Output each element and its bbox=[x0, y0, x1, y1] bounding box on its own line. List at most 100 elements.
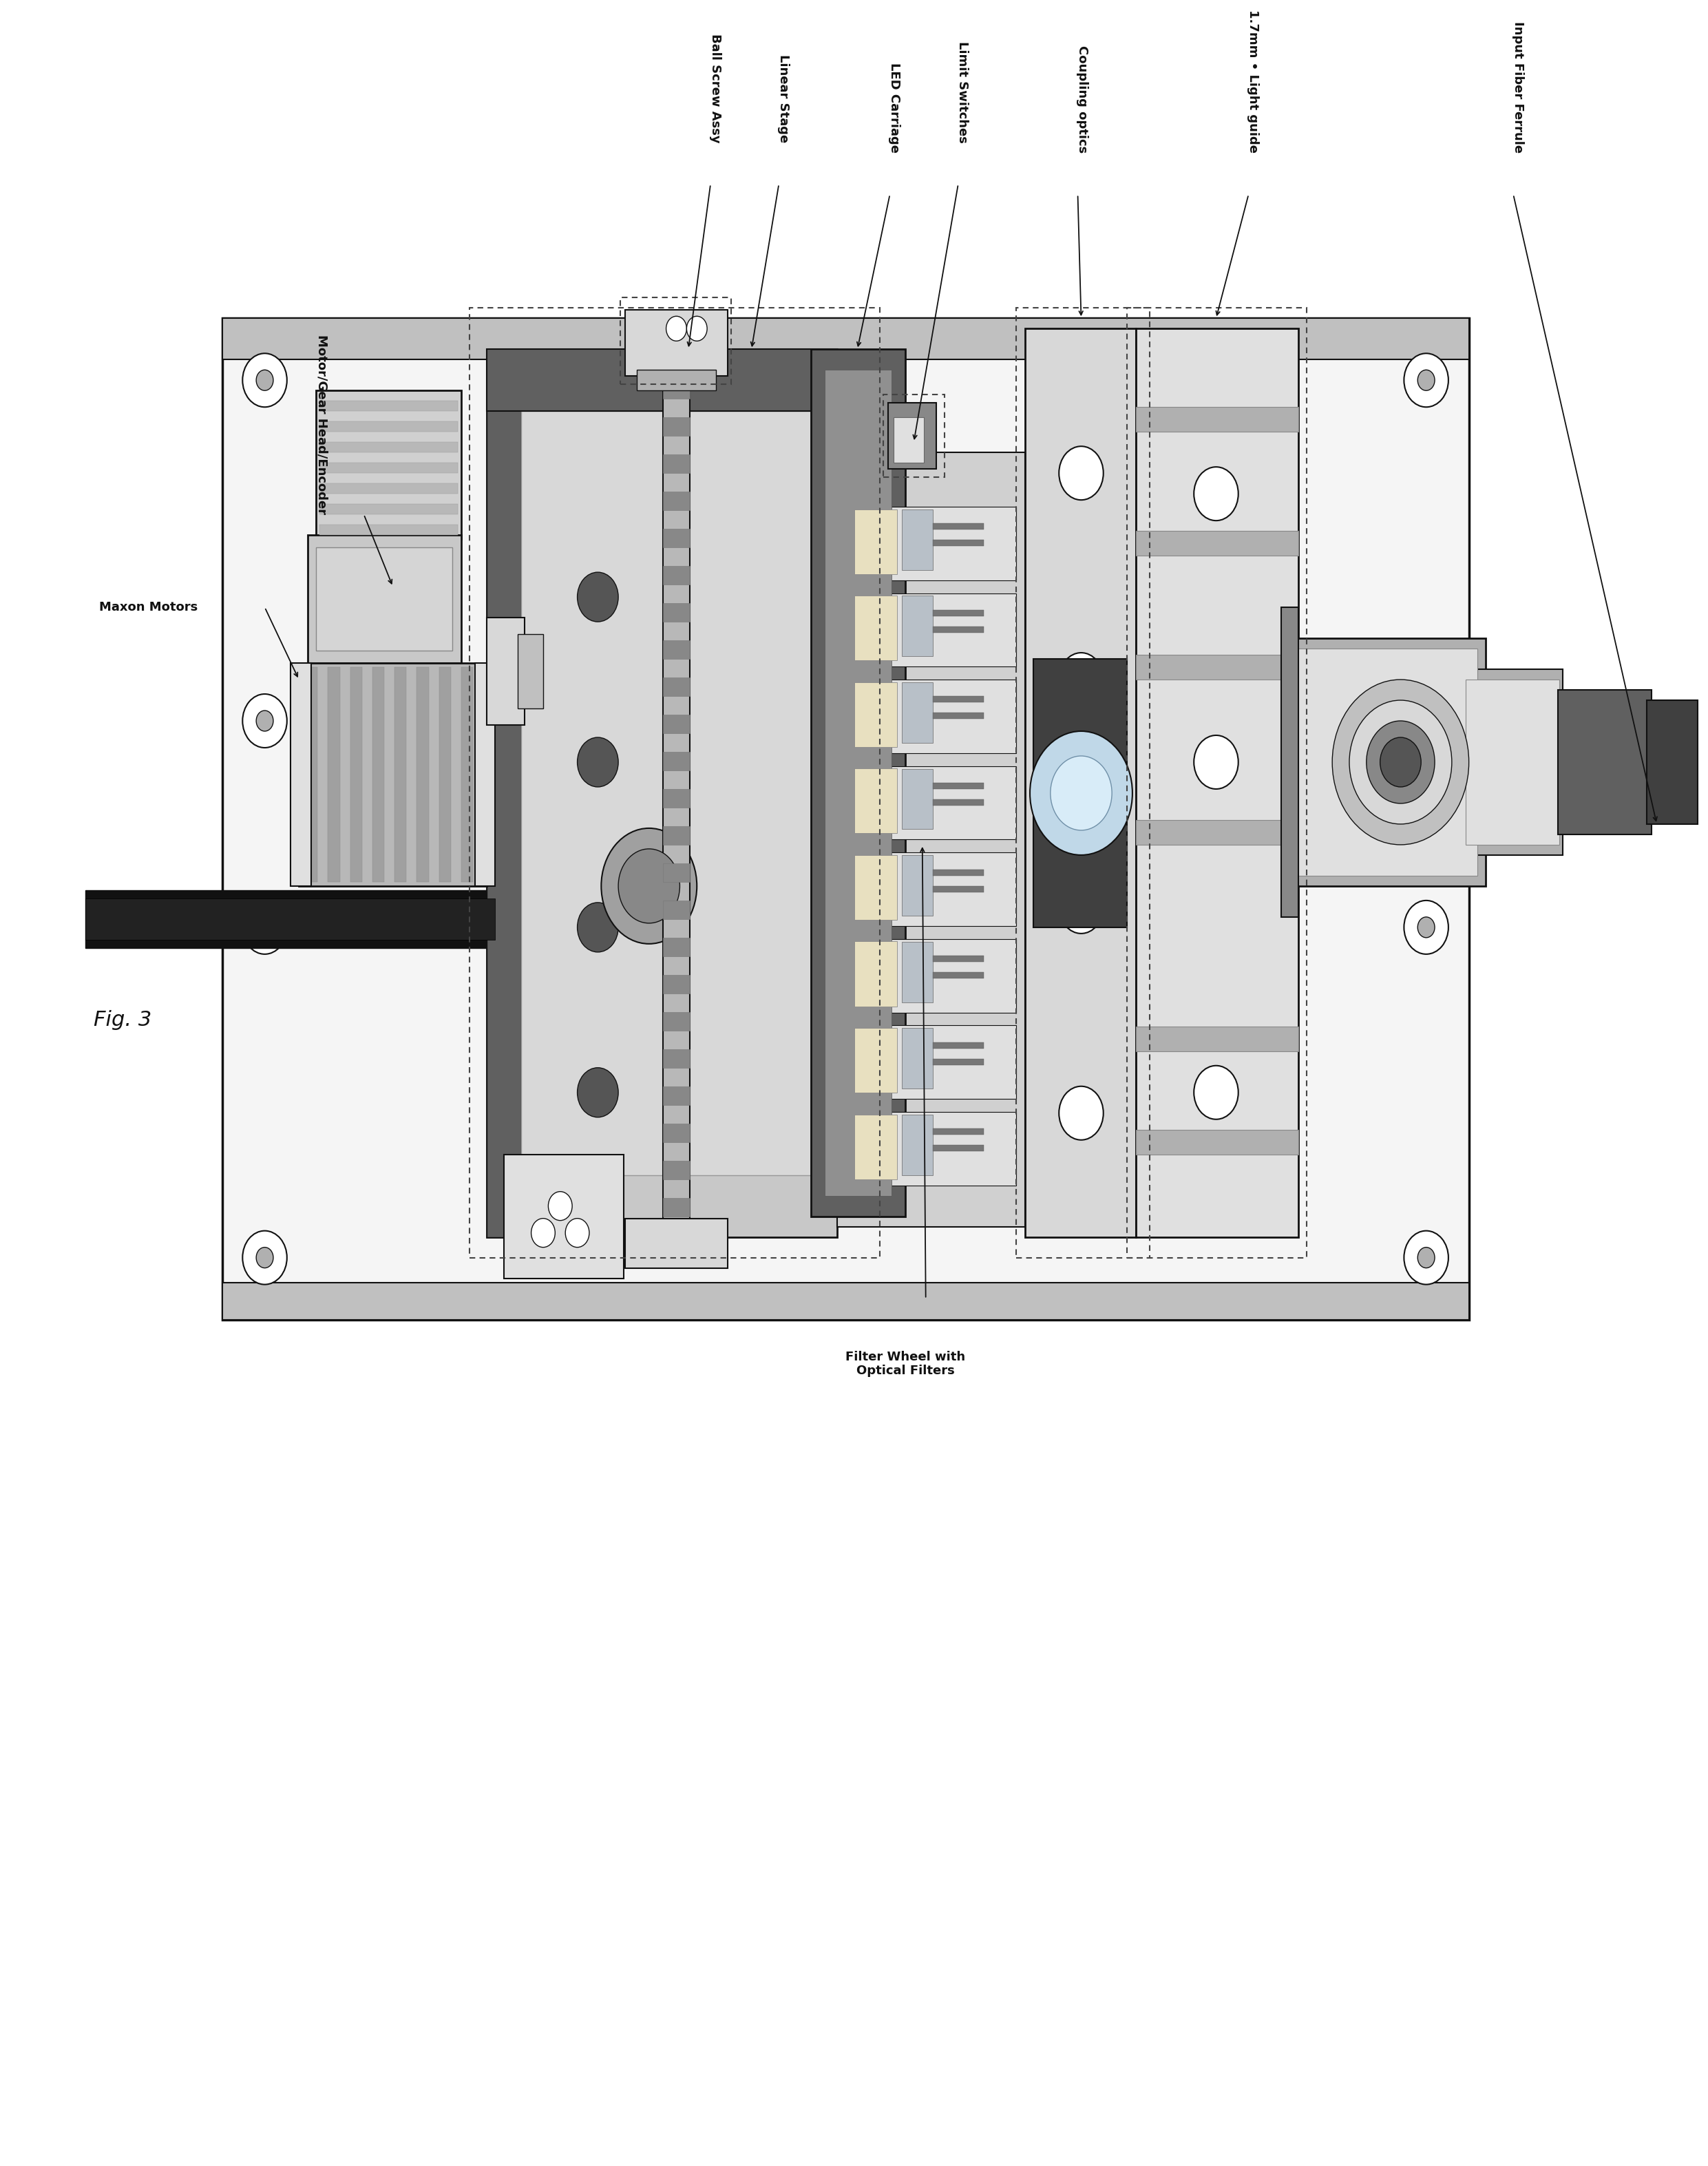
Bar bbox=[663, 602, 690, 622]
Bar bbox=[845, 593, 1016, 667]
Bar bbox=[663, 1198, 690, 1217]
Bar bbox=[316, 548, 453, 650]
Bar bbox=[902, 682, 933, 743]
Circle shape bbox=[256, 1248, 273, 1267]
Bar bbox=[933, 1042, 984, 1048]
Bar bbox=[663, 381, 690, 399]
Bar bbox=[372, 667, 384, 882]
Circle shape bbox=[577, 572, 618, 622]
Bar bbox=[461, 667, 473, 882]
Bar bbox=[854, 1113, 897, 1178]
Bar bbox=[222, 318, 1469, 360]
Bar bbox=[902, 942, 933, 1003]
Bar bbox=[663, 864, 690, 882]
Circle shape bbox=[256, 710, 273, 732]
Bar bbox=[893, 418, 924, 464]
Circle shape bbox=[1059, 1087, 1103, 1139]
Bar bbox=[933, 697, 984, 702]
Bar bbox=[1290, 639, 1486, 886]
Bar bbox=[518, 635, 543, 708]
Bar bbox=[1136, 1131, 1298, 1154]
Bar bbox=[854, 682, 897, 747]
Bar bbox=[299, 663, 487, 886]
Bar bbox=[902, 769, 933, 830]
Bar bbox=[350, 667, 362, 882]
Circle shape bbox=[1194, 468, 1238, 520]
Bar bbox=[1136, 407, 1298, 431]
Circle shape bbox=[1030, 732, 1132, 856]
Circle shape bbox=[577, 736, 618, 786]
Text: Linear Stage: Linear Stage bbox=[777, 54, 789, 143]
Bar bbox=[1460, 669, 1563, 856]
Bar bbox=[902, 596, 933, 656]
Bar bbox=[625, 1219, 728, 1267]
Bar bbox=[663, 360, 690, 1226]
Bar bbox=[663, 455, 690, 472]
Bar bbox=[933, 782, 984, 788]
Bar bbox=[1136, 654, 1298, 680]
Text: LED Carriage: LED Carriage bbox=[888, 63, 900, 154]
Circle shape bbox=[1418, 710, 1435, 732]
Circle shape bbox=[548, 1191, 572, 1219]
Circle shape bbox=[1194, 1066, 1238, 1120]
Bar bbox=[663, 1048, 690, 1068]
Bar bbox=[663, 492, 690, 511]
Circle shape bbox=[1349, 700, 1452, 823]
Bar bbox=[663, 1087, 690, 1105]
Bar bbox=[933, 611, 984, 615]
Bar bbox=[620, 297, 731, 383]
Bar bbox=[663, 1012, 690, 1031]
Circle shape bbox=[243, 1230, 287, 1284]
Bar bbox=[222, 318, 1469, 1319]
Text: Ball Screw Assy: Ball Screw Assy bbox=[709, 35, 721, 143]
Circle shape bbox=[1404, 353, 1448, 407]
Bar bbox=[854, 856, 897, 921]
Bar bbox=[933, 524, 984, 531]
Bar bbox=[845, 767, 1016, 840]
Bar bbox=[1558, 691, 1652, 834]
Bar bbox=[854, 509, 897, 574]
Bar bbox=[504, 1154, 623, 1278]
Text: Input Fiber Ferrule: Input Fiber Ferrule bbox=[1512, 22, 1524, 154]
Circle shape bbox=[1380, 736, 1421, 786]
Circle shape bbox=[256, 370, 273, 390]
Circle shape bbox=[1059, 446, 1103, 500]
Bar bbox=[845, 680, 1016, 754]
Bar bbox=[439, 667, 451, 882]
Bar bbox=[663, 825, 690, 845]
Bar bbox=[663, 565, 690, 585]
Bar bbox=[663, 418, 690, 435]
Bar bbox=[883, 394, 945, 477]
Circle shape bbox=[565, 1219, 589, 1248]
Circle shape bbox=[1332, 680, 1469, 845]
Bar bbox=[902, 1115, 933, 1174]
Bar bbox=[933, 955, 984, 962]
Bar bbox=[625, 310, 728, 377]
Circle shape bbox=[1404, 901, 1448, 955]
Bar bbox=[487, 617, 524, 726]
Text: Maxon Motors: Maxon Motors bbox=[99, 602, 198, 613]
Bar bbox=[470, 308, 880, 1258]
Bar bbox=[319, 483, 458, 494]
Bar bbox=[1025, 329, 1136, 1237]
Bar bbox=[663, 641, 690, 658]
Bar bbox=[1127, 308, 1307, 1258]
Bar bbox=[85, 890, 495, 949]
Bar bbox=[663, 938, 690, 955]
Circle shape bbox=[1366, 721, 1435, 804]
Bar bbox=[663, 975, 690, 994]
Bar bbox=[845, 507, 1016, 580]
Bar bbox=[902, 856, 933, 916]
Bar bbox=[933, 539, 984, 546]
Bar bbox=[395, 667, 407, 882]
Circle shape bbox=[243, 353, 287, 407]
Bar bbox=[933, 626, 984, 632]
Bar bbox=[1647, 700, 1698, 823]
Bar bbox=[663, 715, 690, 734]
Bar bbox=[222, 1282, 1469, 1319]
Bar bbox=[319, 422, 458, 431]
Bar bbox=[854, 769, 897, 834]
Bar bbox=[663, 901, 690, 918]
Bar bbox=[487, 349, 521, 1237]
Circle shape bbox=[1418, 1248, 1435, 1267]
